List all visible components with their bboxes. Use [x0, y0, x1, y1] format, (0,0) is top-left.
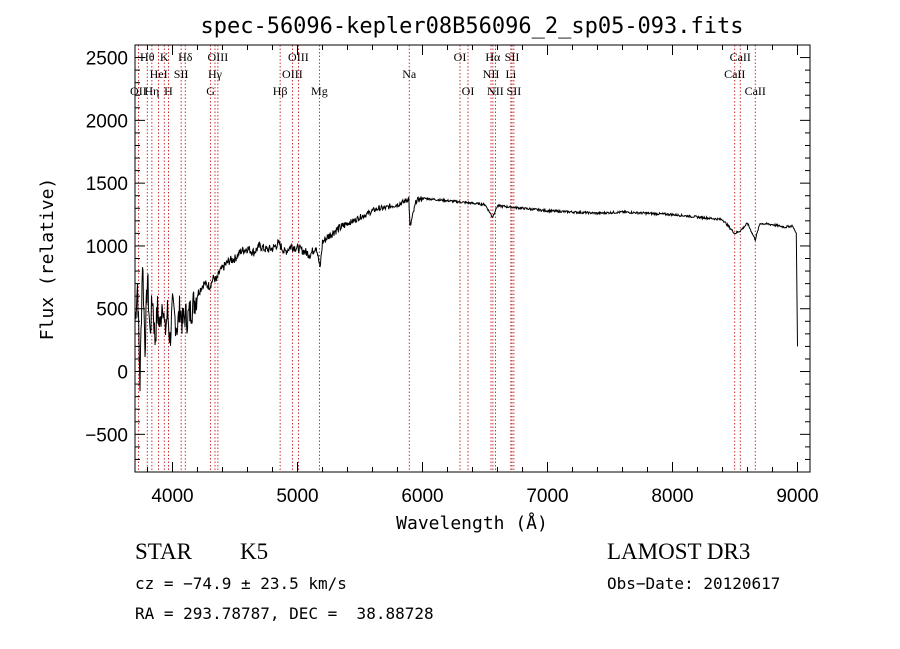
y-tick-label: 500: [96, 300, 128, 321]
emission-line-label: Hα: [485, 50, 501, 64]
emission-line-label: OIII: [208, 50, 229, 64]
redshift-cz: cz = −74.9 ± 23.5 km/s: [135, 574, 347, 593]
coordinates: RA = 293.78787, DEC = 38.88728: [135, 604, 434, 623]
emission-line-label: Hγ: [208, 67, 223, 81]
y-axis: −500 0 500 1000 1500 2000 2500: [85, 44, 810, 473]
y-tick-label: 1500: [86, 174, 128, 195]
emission-line-label: OI: [454, 50, 467, 64]
emission-line-label: CaII: [730, 50, 751, 64]
emission-line-label: Mg: [311, 84, 328, 98]
emission-line-markers: [137, 45, 756, 472]
emission-line-label: NII: [487, 84, 504, 98]
emission-line-label: Hθ: [140, 50, 155, 64]
emission-line-label: Na: [402, 67, 417, 81]
x-tick-label: 7000: [526, 486, 568, 507]
x-tick-label: 4000: [151, 486, 193, 507]
emission-line-label: Hδ: [178, 50, 193, 64]
emission-line-label: OIII: [282, 67, 303, 81]
x-tick-label: 8000: [651, 486, 693, 507]
y-tick-label: 2500: [86, 49, 128, 70]
y-axis-label: Flux (relative): [37, 178, 58, 341]
emission-line-label: SII: [174, 67, 189, 81]
survey-name: LAMOST DR3: [607, 539, 751, 564]
emission-line-label: Hη: [144, 84, 159, 98]
spectral-subclass: K5: [240, 539, 269, 564]
emission-line-label: H: [164, 84, 173, 98]
emission-line-label: NII: [483, 67, 500, 81]
emission-line-label: HeI: [150, 67, 168, 81]
emission-line-label: OII: [130, 84, 147, 98]
spectrum-line: [134, 196, 798, 392]
y-tick-label: 1000: [86, 237, 128, 258]
x-axis: 4000 5000 6000 7000 8000 9000: [147, 45, 819, 507]
emission-line-label: Li: [506, 67, 517, 81]
emission-line-label: SII: [505, 50, 520, 64]
emission-line-label: OIII: [288, 50, 309, 64]
observation-date: Obs−Date: 20120617: [607, 574, 781, 593]
y-tick-label: −500: [85, 425, 128, 446]
chart-title: spec-56096-kepler08B56096_2_sp05-093.fit…: [200, 14, 743, 39]
emission-line-label: CaII: [724, 67, 745, 81]
x-tick-label: 9000: [776, 486, 818, 507]
emission-line-label: SII: [507, 84, 522, 98]
emission-line-label: G: [206, 84, 215, 98]
x-axis-label: Wavelength (Å): [396, 512, 548, 534]
emission-line-label: OI: [462, 84, 475, 98]
emission-line-label: Hβ: [273, 84, 288, 98]
y-tick-label: 0: [117, 363, 128, 384]
x-tick-label: 5000: [276, 486, 318, 507]
object-type: STAR: [135, 539, 192, 564]
x-tick-label: 6000: [401, 486, 443, 507]
y-tick-label: 2000: [86, 111, 128, 132]
emission-line-label: K: [160, 50, 169, 64]
emission-line-label: CaII: [745, 84, 766, 98]
emission-line-labels: OIIHθHηHeIKHSIIHδGHγOIIIHβOIIIOIIIMgNaOI…: [130, 50, 766, 98]
